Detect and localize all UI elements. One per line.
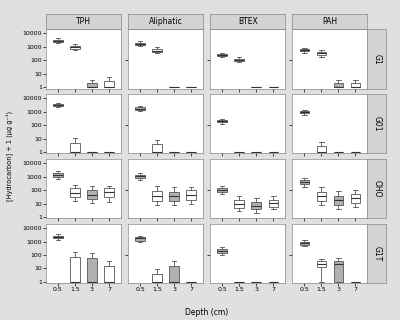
PathPatch shape	[234, 59, 244, 61]
PathPatch shape	[53, 40, 62, 42]
PathPatch shape	[234, 200, 244, 208]
PathPatch shape	[316, 146, 326, 152]
Text: Depth (cm): Depth (cm)	[185, 308, 228, 317]
PathPatch shape	[152, 191, 162, 201]
PathPatch shape	[186, 190, 196, 200]
Text: Aliphatic: Aliphatic	[149, 17, 182, 26]
PathPatch shape	[53, 104, 62, 106]
PathPatch shape	[70, 46, 80, 49]
PathPatch shape	[169, 192, 179, 201]
PathPatch shape	[316, 52, 326, 55]
PathPatch shape	[316, 192, 326, 201]
PathPatch shape	[218, 54, 227, 55]
PathPatch shape	[135, 237, 145, 241]
Text: OHO: OHO	[372, 180, 381, 197]
PathPatch shape	[53, 173, 62, 177]
Text: G1T: G1T	[372, 246, 381, 261]
PathPatch shape	[152, 274, 162, 282]
PathPatch shape	[169, 266, 179, 282]
PathPatch shape	[87, 190, 97, 199]
PathPatch shape	[70, 188, 80, 197]
PathPatch shape	[218, 188, 227, 192]
PathPatch shape	[53, 236, 62, 238]
PathPatch shape	[135, 174, 145, 178]
PathPatch shape	[70, 143, 80, 152]
PathPatch shape	[87, 258, 97, 282]
PathPatch shape	[334, 196, 343, 205]
PathPatch shape	[351, 83, 360, 87]
PathPatch shape	[316, 261, 326, 268]
PathPatch shape	[334, 261, 343, 282]
PathPatch shape	[334, 83, 343, 87]
PathPatch shape	[104, 81, 114, 87]
PathPatch shape	[104, 266, 114, 282]
PathPatch shape	[252, 202, 261, 209]
PathPatch shape	[218, 120, 227, 122]
Text: PAH: PAH	[322, 17, 337, 26]
Text: [Hydrocarbon] + 1 (μg g⁻¹): [Hydrocarbon] + 1 (μg g⁻¹)	[5, 111, 12, 201]
PathPatch shape	[152, 49, 162, 52]
PathPatch shape	[135, 108, 145, 110]
PathPatch shape	[87, 83, 97, 87]
PathPatch shape	[218, 249, 227, 253]
Text: G1: G1	[372, 54, 381, 64]
PathPatch shape	[135, 43, 145, 45]
Text: TPH: TPH	[76, 17, 91, 26]
PathPatch shape	[152, 144, 162, 152]
PathPatch shape	[268, 200, 278, 206]
Text: G01: G01	[372, 116, 381, 132]
PathPatch shape	[300, 242, 309, 244]
PathPatch shape	[300, 180, 309, 184]
PathPatch shape	[70, 257, 80, 282]
Text: BTEX: BTEX	[238, 17, 258, 26]
PathPatch shape	[300, 49, 309, 51]
PathPatch shape	[104, 188, 114, 197]
PathPatch shape	[351, 194, 360, 203]
PathPatch shape	[300, 111, 309, 114]
